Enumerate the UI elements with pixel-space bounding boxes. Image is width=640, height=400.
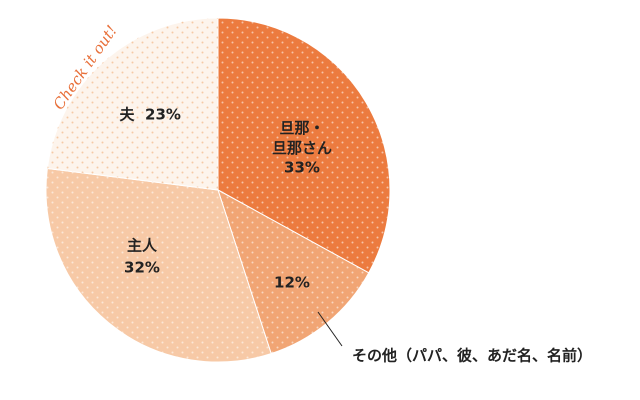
slice-label: 夫: [119, 106, 135, 124]
value-label: 32%: [124, 259, 160, 277]
value-label: 12%: [274, 274, 310, 292]
value-label: 23%: [145, 106, 181, 124]
slice-label: 主人: [127, 237, 158, 255]
pie-slice: [46, 17, 219, 191]
slice-label: その他（パパ、彼、あだ名、名前）: [352, 347, 592, 365]
slice-label: 旦那・旦那さん: [272, 119, 332, 157]
leader-line: [317, 311, 343, 347]
value-label: 33%: [284, 159, 320, 177]
